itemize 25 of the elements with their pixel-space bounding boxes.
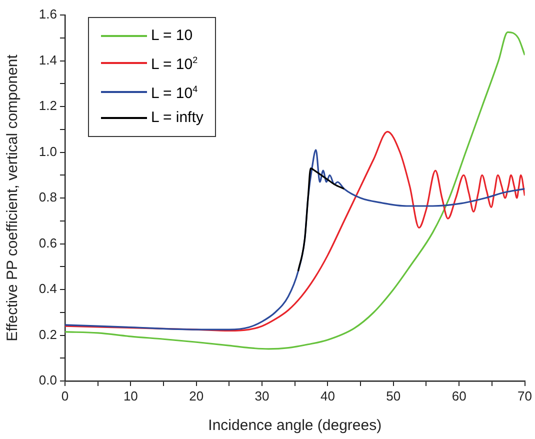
x-tick-label: 0: [61, 388, 69, 404]
y-tick-label: 1.2: [38, 98, 57, 114]
legend-label: L = infty: [151, 108, 204, 128]
line-series: [297, 167, 345, 272]
y-tick-label: 1.4: [38, 52, 57, 68]
y-axis-title: Effective PP coefficient, vertical component: [4, 54, 22, 342]
y-tick-label: 0.4: [38, 281, 57, 296]
y-tick-label: 1.6: [38, 6, 57, 22]
x-tick-label: 60: [452, 388, 466, 404]
legend-label: L = 10$^{2}$: [151, 54, 198, 75]
y-tick-label: 0.8: [38, 190, 57, 205]
y-tick-label: 0.2: [38, 326, 57, 342]
legend-label: L = 10: [151, 26, 193, 46]
line-series: [65, 31, 525, 350]
x-tick-label: 50: [386, 388, 401, 404]
x-tick-label: 20: [189, 388, 204, 404]
x-tick-label: 40: [320, 388, 335, 404]
x-tick-label: 10: [123, 388, 138, 404]
y-tick-label: 0.6: [38, 235, 57, 250]
x-tick-label: 30: [254, 388, 270, 404]
y-tick-label: 0.0: [38, 372, 57, 388]
y-tick-label: 1.0: [38, 144, 57, 159]
legend-label: L = 10$^{4}$: [151, 83, 198, 104]
x-axis-title: Incidence angle (degrees): [208, 417, 382, 434]
x-tick-label: 70: [518, 388, 532, 404]
